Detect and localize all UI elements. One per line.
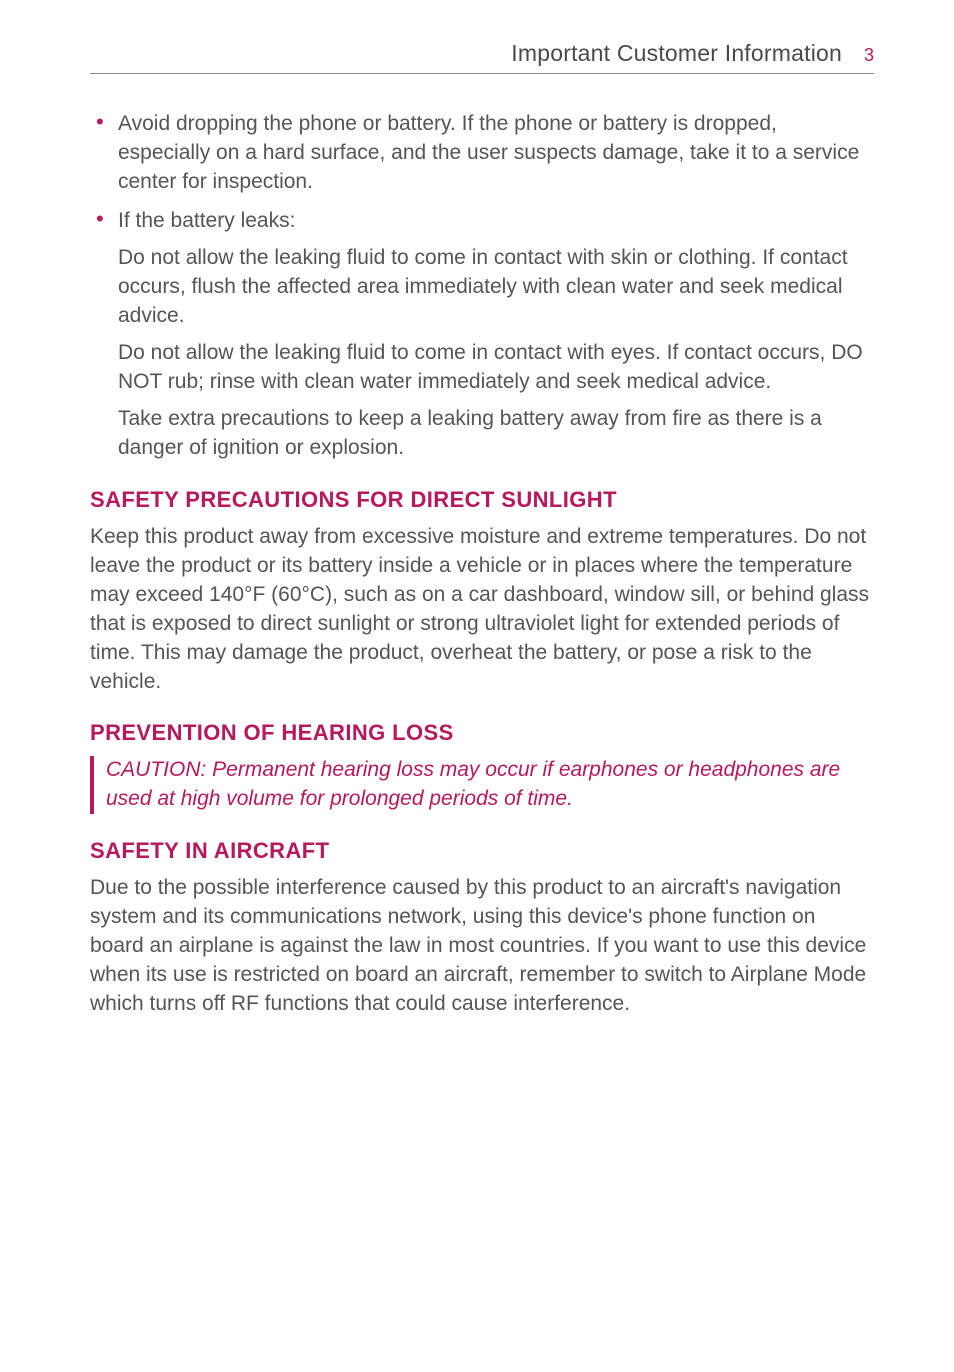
section-body: Due to the possible interference caused … [90,874,874,1019]
bullet-sub-paragraph: Take extra precautions to keep a leaking… [118,405,874,463]
section-heading-sunlight: SAFETY PRECAUTIONS FOR DIRECT SUNLIGHT [90,487,874,513]
list-item: Avoid dropping the phone or battery. If … [90,110,874,197]
section-heading-aircraft: SAFETY IN AIRCRAFT [90,838,874,864]
running-title: Important Customer Information [511,40,842,67]
section-body: Keep this product away from excessive mo… [90,523,874,697]
caution-text: CAUTION: Permanent hearing loss may occu… [106,756,874,814]
bullet-sub-paragraph: Do not allow the leaking fluid to come i… [118,339,874,397]
section-heading-hearing: PREVENTION OF HEARING LOSS [90,720,874,746]
running-header: Important Customer Information 3 [90,40,874,74]
page-number: 3 [864,45,874,66]
bullet-lead-text: If the battery leaks: [118,209,295,232]
bullet-list: Avoid dropping the phone or battery. If … [90,110,874,463]
list-item: If the battery leaks: Do not allow the l… [90,207,874,463]
bullet-lead-text: Avoid dropping the phone or battery. If … [118,112,859,193]
caution-callout: CAUTION: Permanent hearing loss may occu… [90,756,874,814]
bullet-sub-paragraph: Do not allow the leaking fluid to come i… [118,244,874,331]
page-container: Important Customer Information 3 Avoid d… [0,0,954,1085]
